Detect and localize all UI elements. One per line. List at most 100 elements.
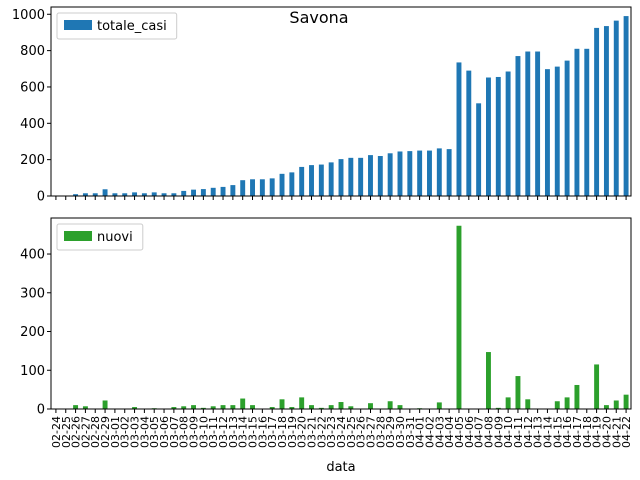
bar-totale_casi-04-22 <box>623 16 629 197</box>
bar-totale_casi-04-15 <box>554 66 560 196</box>
bar-nuovi-03-11 <box>210 406 216 409</box>
chart-title: Savona <box>289 8 348 27</box>
bar-nuovi-02-29 <box>102 400 108 409</box>
bar-totale_casi-02-28 <box>92 193 98 196</box>
bar-nuovi-03-19 <box>289 407 295 409</box>
x-tick-label: 03-15 <box>247 416 260 448</box>
bar-totale_casi-04-05 <box>456 62 462 197</box>
y-tick-label: 0 <box>37 403 45 418</box>
legend-swatch-totale-casi <box>64 20 92 30</box>
legend-label-nuovi: nuovi <box>97 230 133 245</box>
bar-totale_casi-04-16 <box>564 60 570 196</box>
x-tick-label: 04-01 <box>414 416 427 448</box>
x-tick-label: 03-24 <box>335 416 348 448</box>
y-tick-label: 0 <box>37 190 45 205</box>
bar-totale_casi-03-12 <box>220 186 226 196</box>
bar-totale_casi-04-07 <box>476 103 482 196</box>
x-tick-label: 03-20 <box>296 416 309 448</box>
bar-totale_casi-04-02 <box>427 150 432 196</box>
bar-totale_casi-03-13 <box>230 185 236 196</box>
legend-swatch-nuovi <box>64 231 92 241</box>
x-tick-label: 03-16 <box>256 416 269 448</box>
x-tick-label: 03-27 <box>364 416 377 448</box>
x-tick-label: 03-26 <box>355 416 368 448</box>
bar-totale_casi-03-20 <box>299 166 305 196</box>
bar-totale_casi-04-06 <box>466 70 472 196</box>
bar-nuovi-04-11 <box>515 376 521 409</box>
x-tick-label: 04-17 <box>571 416 584 448</box>
bar-totale_casi-04-18 <box>584 48 590 196</box>
x-tick-label: 03-12 <box>217 416 230 448</box>
x-tick-label: 04-14 <box>541 416 554 448</box>
bar-totale_casi-04-13 <box>535 51 541 196</box>
x-tick-label: 03-29 <box>384 416 397 448</box>
bar-totale_casi-04-01 <box>417 150 423 196</box>
bar-nuovi-02-26 <box>73 405 79 409</box>
x-tick-label: 03-09 <box>188 416 201 448</box>
bar-totale_casi-04-09 <box>495 76 501 196</box>
legend-bottom: nuovi <box>56 223 144 251</box>
x-tick-label: 04-03 <box>433 416 446 448</box>
bar-nuovi-04-17 <box>574 384 580 409</box>
bar-totale_casi-04-08 <box>486 77 491 196</box>
bar-totale_casi-03-28 <box>377 156 383 196</box>
y-tick-label: 400 <box>20 248 45 263</box>
bar-nuovi-03-03 <box>132 407 138 409</box>
bar-totale_casi-03-16 <box>259 179 265 196</box>
bar-totale_casi-03-29 <box>387 153 393 196</box>
bar-nuovi-04-20 <box>603 405 609 409</box>
bar-totale_casi-03-27 <box>368 155 373 196</box>
x-tick-label: 03-13 <box>227 416 240 448</box>
bar-totale_casi-03-31 <box>407 151 413 196</box>
bar-totale_casi-03-23 <box>328 162 334 196</box>
x-ticks-bottom: 02-2402-2502-2602-2702-2802-2903-0103-02… <box>50 409 633 448</box>
x-tick-label: 04-21 <box>610 416 623 448</box>
bar-nuovi-03-08 <box>181 406 187 409</box>
bar-totale_casi-03-08 <box>181 190 187 196</box>
x-tick-label: 02-27 <box>79 416 92 448</box>
legend-label-totale-casi: totale_casi <box>97 19 167 34</box>
y-tick-label: 800 <box>20 44 45 59</box>
bar-nuovi-03-27 <box>368 403 373 409</box>
x-tick-label: 03-18 <box>276 416 289 448</box>
bars-nuovi <box>73 225 629 409</box>
bar-nuovi-03-24 <box>338 402 344 409</box>
bar-totale_casi-02-29 <box>102 189 108 196</box>
x-tick-label: 03-02 <box>119 416 132 448</box>
bar-nuovi-03-25 <box>348 406 354 409</box>
x-tick-label: 03-08 <box>178 416 191 448</box>
bar-totale_casi-03-03 <box>132 192 138 196</box>
bar-nuovi-03-29 <box>387 401 393 409</box>
x-tick-label: 04-06 <box>463 416 476 448</box>
x-tick-label: 04-08 <box>482 416 495 448</box>
bar-nuovi-03-13 <box>230 405 236 409</box>
bar-nuovi-04-12 <box>525 399 531 409</box>
y-tick-label: 300 <box>20 286 45 301</box>
bar-nuovi-04-22 <box>623 394 629 409</box>
x-tick-label: 04-05 <box>453 416 466 448</box>
top-panel-totale-casi: 0 200 400 600 800 1000 totale_casi <box>12 6 632 205</box>
bar-nuovi-04-15 <box>554 401 560 409</box>
bar-totale_casi-03-04 <box>141 193 147 196</box>
x-tick-label: 03-19 <box>286 416 299 448</box>
bar-totale_casi-03-11 <box>210 187 216 196</box>
bar-totale_casi-03-01 <box>112 193 118 196</box>
x-tick-label: 04-13 <box>532 416 545 448</box>
x-tick-label: 04-18 <box>581 416 594 448</box>
bar-nuovi-03-17 <box>269 407 275 409</box>
bar-totale_casi-04-14 <box>544 69 550 196</box>
x-tick-label: 03-21 <box>306 416 319 448</box>
bar-totale_casi-03-07 <box>171 193 177 196</box>
y-tick-label: 1000 <box>12 8 45 23</box>
bar-nuovi-03-14 <box>240 398 246 409</box>
x-tick-label: 03-01 <box>109 416 122 448</box>
bar-nuovi-03-18 <box>279 399 285 409</box>
bar-totale_casi-03-02 <box>122 193 128 196</box>
bar-nuovi-03-20 <box>299 397 305 409</box>
x-tick-label: 03-23 <box>325 416 338 448</box>
x-tick-label: 04-20 <box>600 416 613 448</box>
bars-totale-casi <box>73 16 629 197</box>
bar-nuovi-03-15 <box>250 405 255 409</box>
y-axis-bottom: 0 100 200 300 400 <box>20 248 51 418</box>
x-tick-label: 04-16 <box>561 416 574 448</box>
